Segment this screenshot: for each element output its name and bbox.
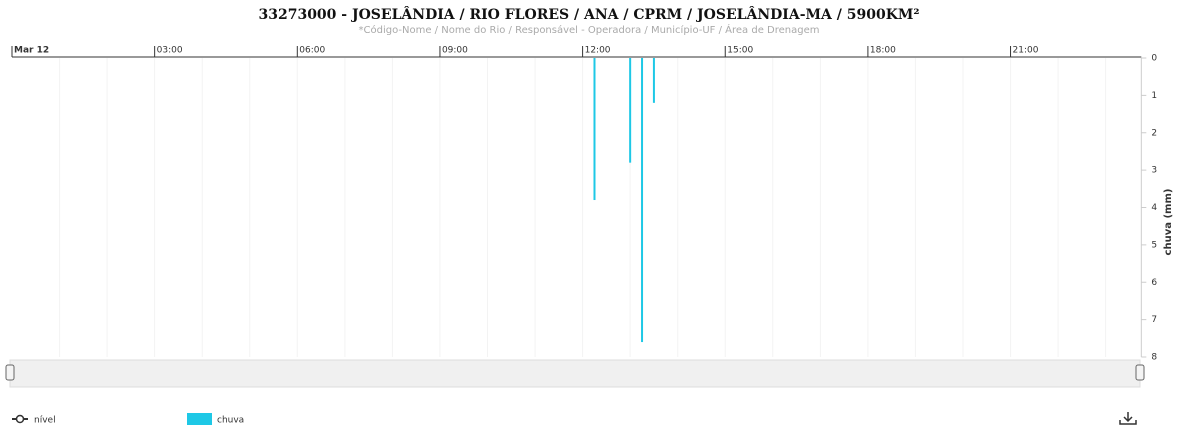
y-tick-label: 4 [1151,203,1157,213]
x-tick-label: 18:00 [870,46,896,56]
y-tick-label: 8 [1151,353,1157,363]
legend-symbol [187,413,212,425]
x-tick-label: 15:00 [727,46,753,56]
y-tick-label: 2 [1151,128,1157,138]
x-tick-label: 09:00 [442,46,468,56]
y-tick-label: 3 [1151,166,1157,176]
y-tick-label: 6 [1151,278,1157,288]
legend-label: chuva [217,416,244,426]
bar [593,58,596,201]
y-tick-label: 5 [1151,240,1157,250]
y-axis-label: chuva (mm) [1163,189,1174,256]
chart-title: 33273000 - JOSELÂNDIA / RIO FLORES / ANA… [258,5,919,23]
y-tick-label: 1 [1151,91,1157,101]
x-tick-label: 03:00 [157,46,183,56]
legend-symbol [15,414,25,424]
legend-label: nível [34,416,56,426]
x-tick-label: 06:00 [299,46,325,56]
bar [629,58,632,163]
navigator[interactable] [9,359,1141,388]
bar [652,58,655,103]
download-icon[interactable] [1119,412,1137,425]
navigator-handle[interactable] [5,364,15,381]
navigator-handle[interactable] [1135,364,1145,381]
y-tick-label: 0 [1151,54,1157,64]
y-tick-label: 7 [1151,315,1157,325]
x-tick-label: 21:00 [1013,46,1039,56]
bar [641,58,644,343]
x-tick-label: 12:00 [585,46,611,56]
x-tick-label: Mar 12 [14,46,49,56]
chart-subtitle: *Código-Nome / Nome do Rio / Responsável… [359,23,820,36]
